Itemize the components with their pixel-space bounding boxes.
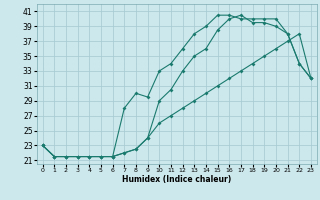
X-axis label: Humidex (Indice chaleur): Humidex (Indice chaleur) [122,175,231,184]
